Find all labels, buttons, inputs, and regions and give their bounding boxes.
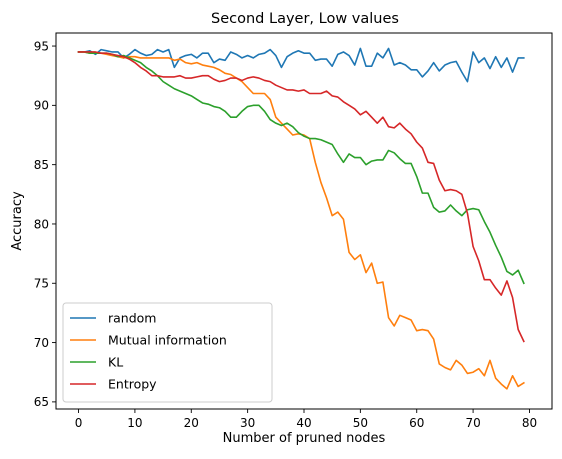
series-line-3 [77, 51, 525, 285]
y-tick-label: 70 [34, 336, 49, 350]
x-axis-label: Number of pruned nodes [223, 431, 386, 446]
axis-ticks: 0 10 20 30 40 50 60 70 80 65 70 75 80 85 90 95 [34, 39, 537, 430]
y-tick-label: 80 [34, 217, 49, 231]
series-line-1 [77, 47, 525, 83]
x-tick-label: 0 [75, 416, 83, 430]
legend-label-4: Entropy [108, 377, 157, 392]
legend-label-2: Mutual information [108, 333, 227, 348]
plot-area [77, 47, 525, 390]
x-tick-label: 80 [522, 416, 537, 430]
legend-box [62, 302, 273, 403]
chart-title: Second Layer, Low values [211, 11, 399, 27]
legend-label-1: random [108, 311, 156, 326]
y-tick-label: 95 [34, 39, 49, 53]
legend: random Mutual information KL Entropy [62, 302, 273, 403]
x-tick-label: 50 [353, 416, 368, 430]
y-tick-label: 90 [34, 99, 49, 113]
x-tick-label: 40 [296, 416, 311, 430]
y-tick-label: 75 [34, 277, 49, 291]
x-tick-label: 60 [409, 416, 424, 430]
series-line-4 [77, 51, 525, 343]
x-tick-label: 20 [184, 416, 199, 430]
legend-label-3: KL [108, 355, 123, 370]
x-tick-label: 10 [127, 416, 142, 430]
x-tick-label: 30 [240, 416, 255, 430]
y-tick-label: 85 [34, 158, 49, 172]
x-tick-label: 70 [465, 416, 480, 430]
y-tick-label: 65 [34, 395, 49, 409]
y-axis-label: Accuracy [10, 191, 25, 251]
